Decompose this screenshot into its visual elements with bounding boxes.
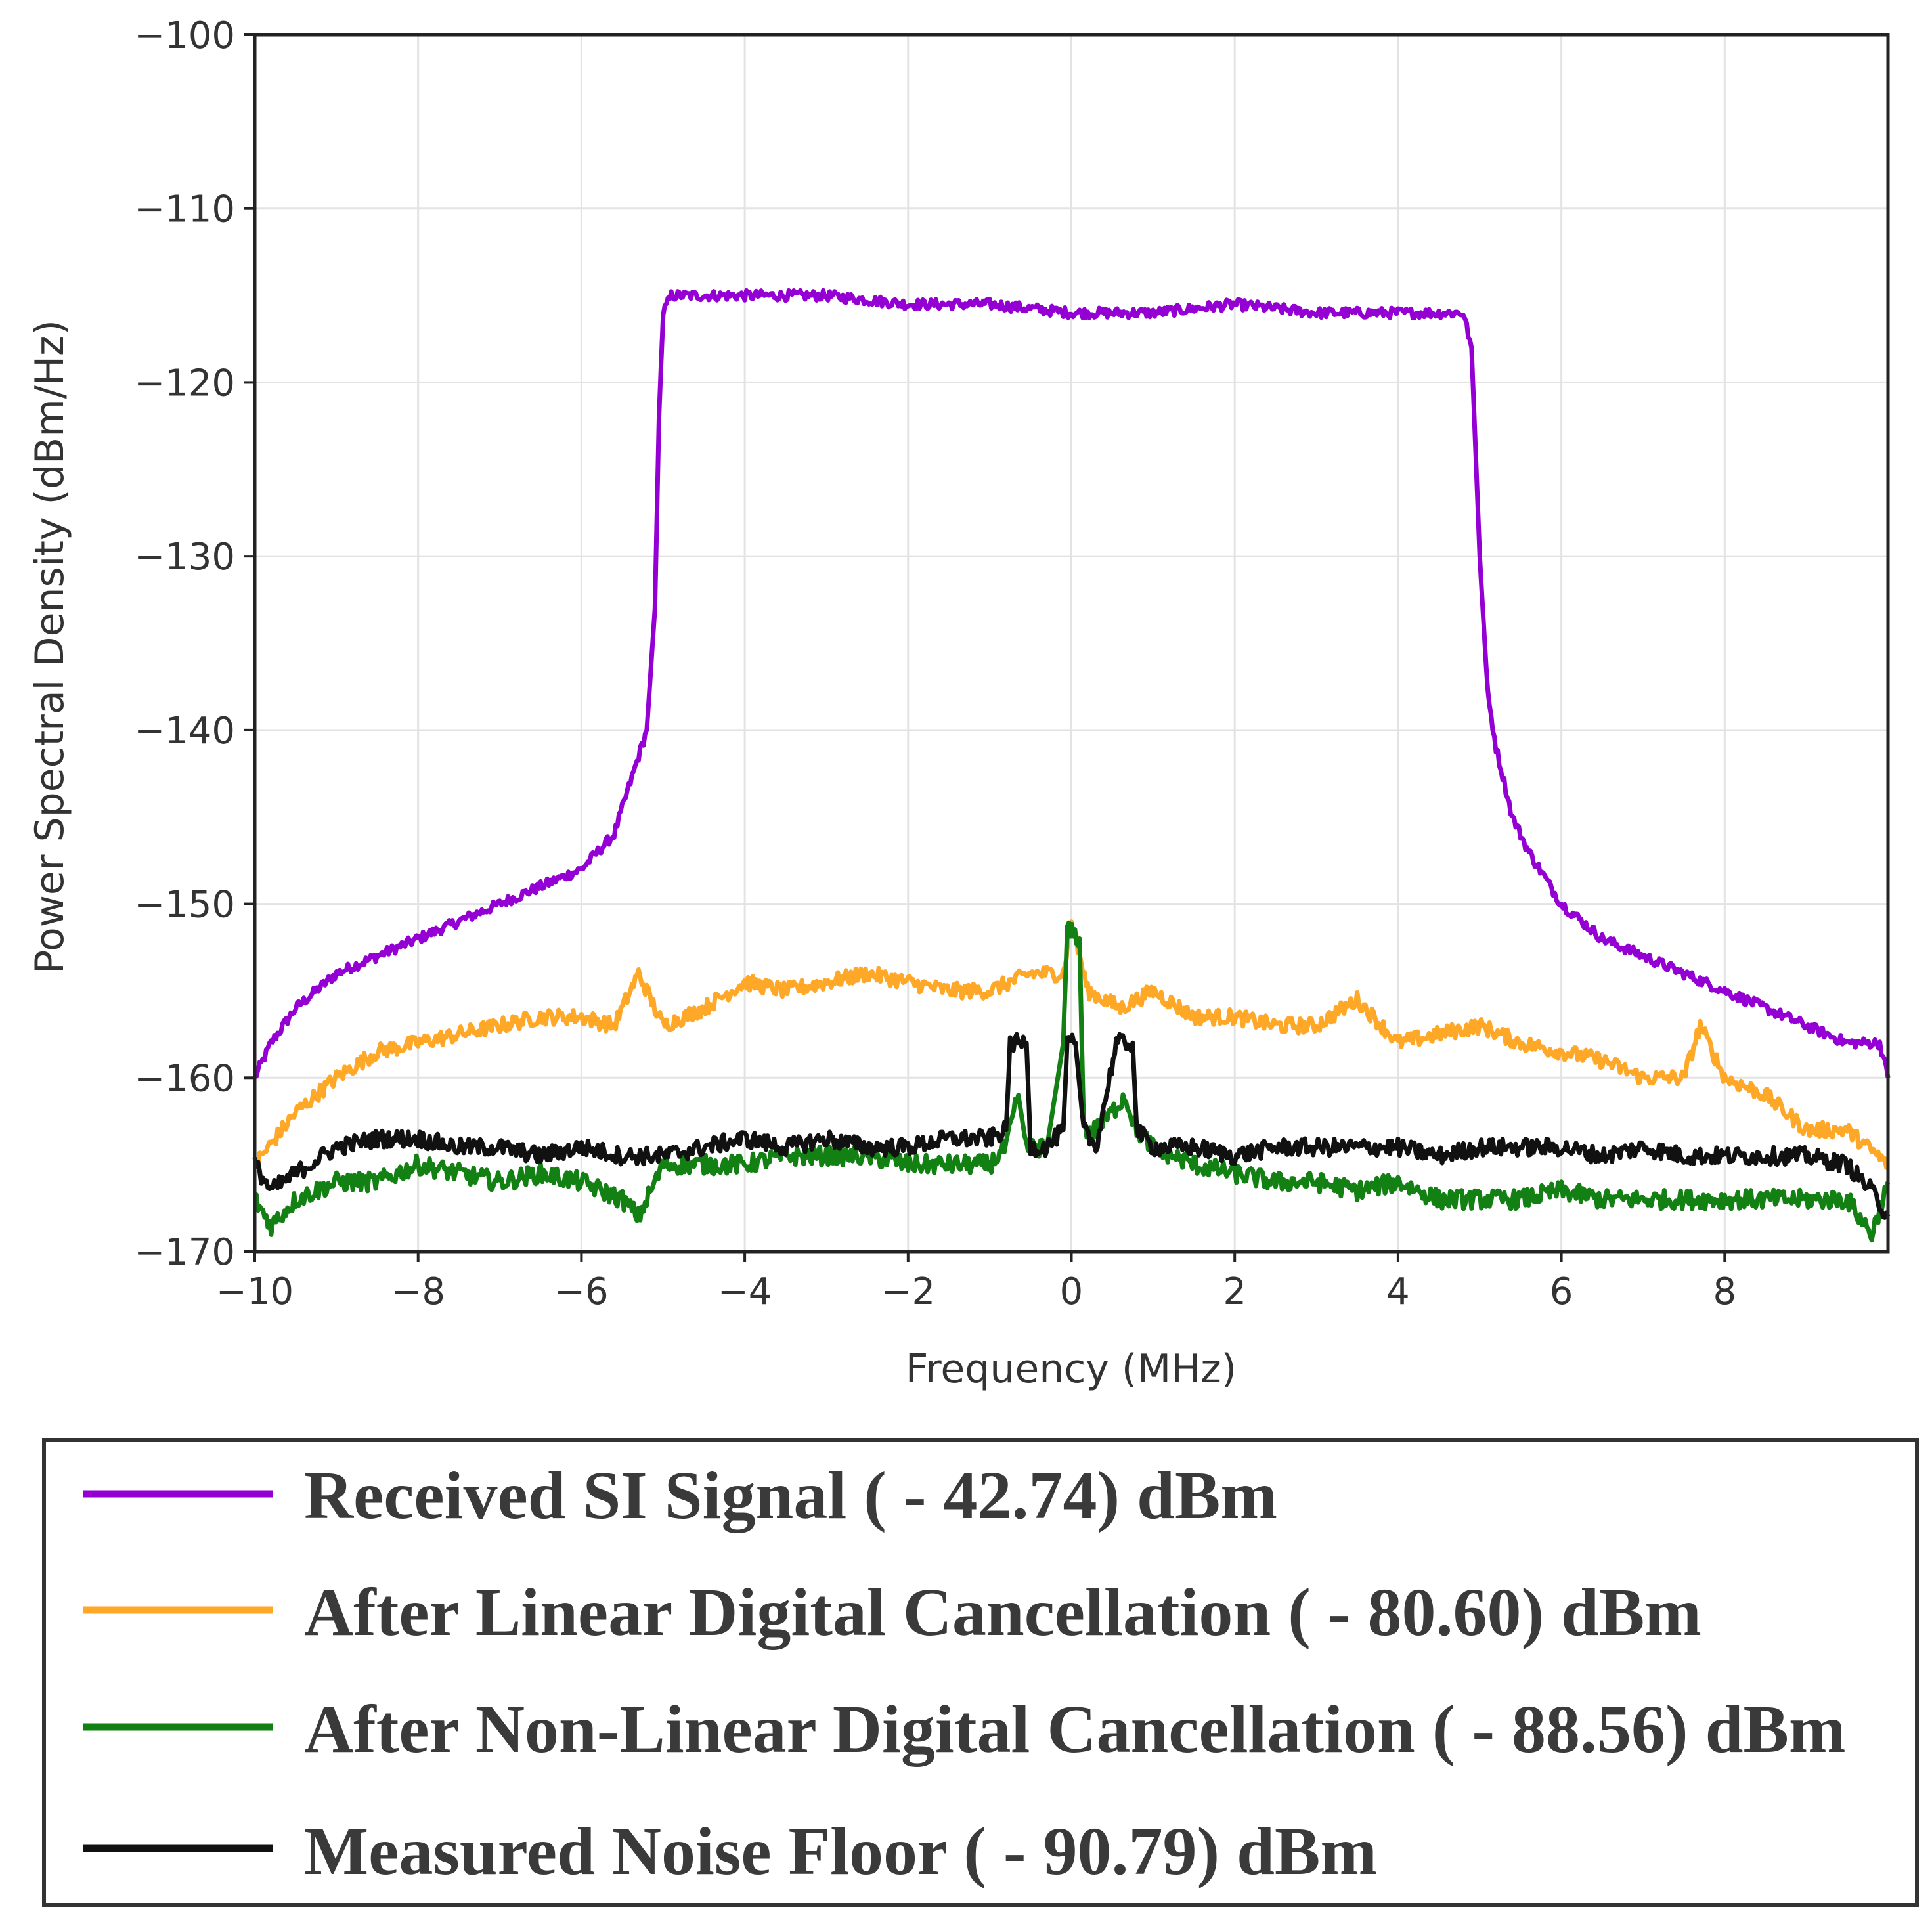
y-tick-label: −120 xyxy=(134,362,235,404)
legend-label-noise-floor: Measured Noise Floor ( - 90.79) dBm xyxy=(304,1814,1377,1889)
y-tick-label: −170 xyxy=(134,1231,235,1274)
legend-label-nonlinear-cancellation: After Non-Linear Digital Cancellation ( … xyxy=(304,1691,1846,1767)
grid-lines xyxy=(253,33,1888,1253)
x-tick-label: −8 xyxy=(391,1271,445,1313)
x-tick-label: −2 xyxy=(881,1271,936,1313)
x-tick-label: −10 xyxy=(216,1271,294,1313)
legend-box xyxy=(42,1438,1919,1907)
x-tick-label: 0 xyxy=(1060,1271,1084,1313)
x-tick-label: −6 xyxy=(554,1271,609,1313)
y-tick-label: −160 xyxy=(134,1057,235,1100)
legend: Received SI Signal ( - 42.74) dBm After … xyxy=(42,1438,1919,1907)
y-tick-label: −140 xyxy=(134,710,235,753)
series-line-3 xyxy=(252,1032,1891,1220)
x-tick-label: 4 xyxy=(1386,1271,1410,1313)
series-lines xyxy=(252,288,1891,1243)
y-tick-label: −110 xyxy=(134,188,235,231)
series-line-0 xyxy=(254,288,1891,1079)
series-line-1 xyxy=(253,919,1891,1170)
legend-label-received-si: Received SI Signal ( - 42.74) dBm xyxy=(304,1458,1277,1533)
y-tick-label: −130 xyxy=(134,536,235,578)
x-axis-label: Frequency (MHz) xyxy=(906,1346,1237,1392)
x-tick-label: 2 xyxy=(1223,1271,1246,1313)
x-tick-label: −4 xyxy=(718,1271,772,1313)
x-tick-label: 8 xyxy=(1713,1271,1736,1313)
x-tick-label: 6 xyxy=(1550,1271,1573,1313)
y-axis-ticks: −100 −110 −120 −130 −140 −150 −160 −170 xyxy=(134,14,255,1274)
y-tick-label: −100 xyxy=(134,14,235,57)
y-axis-label: Power Spectral Density (dBm/Hz) xyxy=(27,320,73,974)
series-line-2 xyxy=(253,920,1891,1243)
y-tick-label: −150 xyxy=(134,884,235,927)
x-axis-ticks: −10 −8 −6 −4 −2 0 2 4 6 8 xyxy=(216,1252,1736,1313)
legend-label-linear-cancellation: After Linear Digital Cancellation ( - 80… xyxy=(304,1575,1701,1650)
